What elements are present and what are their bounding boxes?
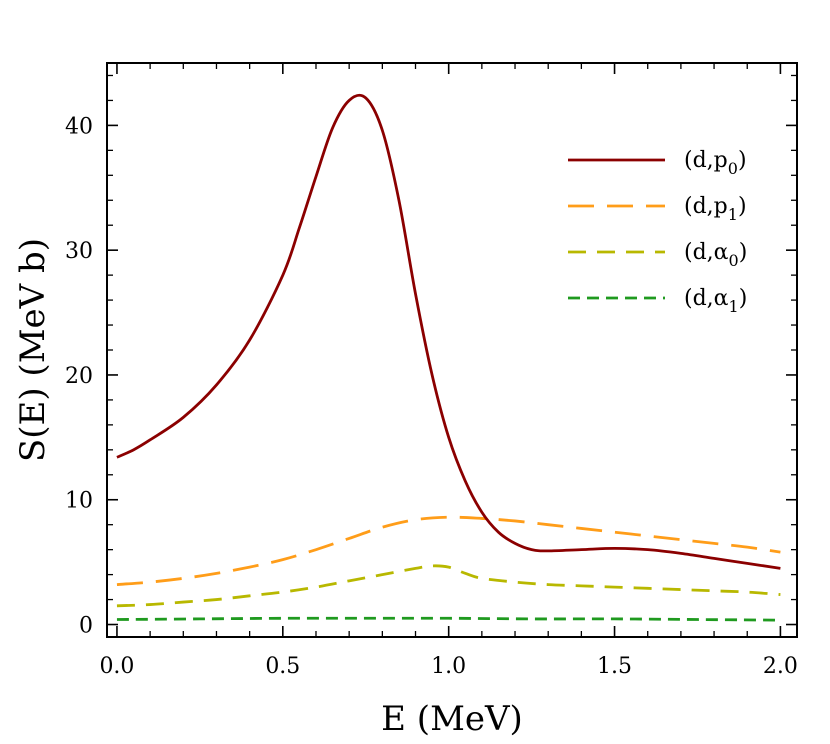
x-tick-label-2: 1.0 xyxy=(431,654,466,679)
x-tick-label-1: 0.5 xyxy=(265,654,300,679)
legend-label-subscript: 0 xyxy=(728,159,738,178)
y-tick-label-2: 20 xyxy=(65,364,93,389)
legend-label-close: ) xyxy=(739,240,748,265)
legend-label-main: (d,α xyxy=(684,286,729,311)
legend-label-subscript: 1 xyxy=(729,297,739,316)
series-line-0 xyxy=(116,93,781,570)
legend-label-close: ) xyxy=(738,194,747,219)
legend-label-subscript: 0 xyxy=(729,251,739,270)
series-line-3 xyxy=(116,616,781,622)
y-tick-label-1: 10 xyxy=(65,489,93,514)
y-tick-label-4: 40 xyxy=(65,114,93,139)
series-line-1 xyxy=(116,515,781,586)
legend-label-main: (d,p xyxy=(684,148,728,173)
y-tick-label-0: 0 xyxy=(79,614,93,639)
legend-label-2: (d,α0) xyxy=(684,240,747,270)
x-axis-title: E (MeV) xyxy=(381,699,523,739)
legend-label-main: (d,α xyxy=(684,240,729,265)
x-tick-label-0: 0.0 xyxy=(99,654,134,679)
legend-label-subscript: 1 xyxy=(728,205,738,224)
legend-label-0: (d,p0) xyxy=(684,148,747,178)
y-axis-title: S(E) (MeV b) xyxy=(13,238,53,462)
legend: (d,p0)(d,p1)(d,α0)(d,α1) xyxy=(568,148,747,316)
series-layer xyxy=(116,93,781,622)
legend-label-close: ) xyxy=(739,286,748,311)
legend-label-close: ) xyxy=(738,148,747,173)
x-tick-label-4: 2.0 xyxy=(763,654,798,679)
y-tick-label-3: 30 xyxy=(65,239,93,264)
x-tick-label-3: 1.5 xyxy=(597,654,632,679)
legend-label-main: (d,p xyxy=(684,194,728,219)
series-line-2 xyxy=(116,564,781,608)
legend-label-3: (d,α1) xyxy=(684,286,747,316)
legend-label-1: (d,p1) xyxy=(684,194,747,224)
